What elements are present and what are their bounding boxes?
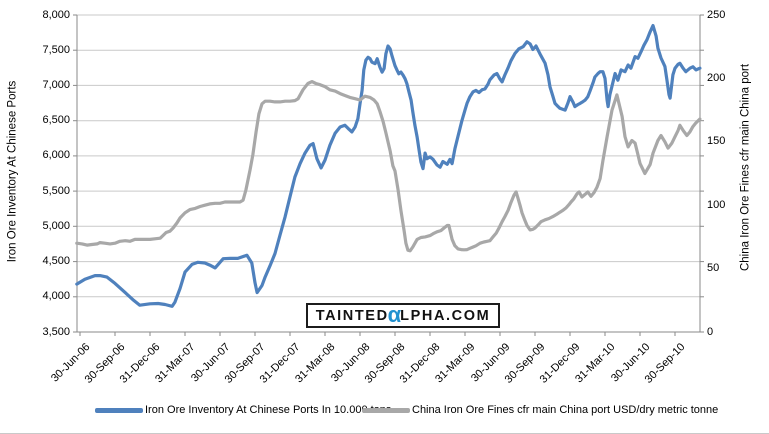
left-axis-tick-label: 5,000 (42, 219, 70, 232)
left-axis-tick-label: 6,000 (42, 149, 70, 162)
watermark: TAINTED α LPHA.COM (306, 303, 500, 328)
left-axis-tick-label: 3,500 (42, 325, 70, 338)
watermark-text-post: LPHA.COM (400, 307, 491, 324)
right-axis-tick-label: 50 (707, 262, 720, 275)
right-axis-title: China Iron Ore Fines cfr main China port (739, 63, 752, 272)
left-axis-tick-label: 7,500 (42, 43, 70, 56)
legend-entry-price: China Iron Ore Fines cfr main China port… (362, 403, 718, 417)
right-axis-tick-label: 150 (707, 135, 726, 148)
right-axis-tick-label: 200 (707, 71, 726, 84)
legend-label-price: China Iron Ore Fines cfr main China port… (412, 404, 719, 416)
right-axis-tick-label: 0 (707, 325, 714, 338)
legend-swatch-inventory (95, 407, 143, 413)
left-axis-tick-label: 7,000 (42, 78, 70, 91)
legend-label-inventory: Iron Ore Inventory At Chinese Ports In 1… (145, 404, 392, 416)
left-axis-tick-label: 4,500 (42, 255, 70, 268)
legend-swatch-price (362, 407, 410, 413)
left-axis-tick-label: 8,000 (42, 8, 70, 21)
legend-entry-inventory: Iron Ore Inventory At Chinese Ports In 1… (95, 403, 391, 417)
left-axis-tick-label: 4,000 (42, 290, 70, 303)
left-axis-tick-label: 5,500 (42, 184, 70, 197)
left-axis-tick-label: 6,500 (42, 114, 70, 127)
watermark-text-pre: TAINTED (315, 307, 389, 324)
right-axis-tick-label: 100 (707, 198, 726, 211)
right-axis-tick-label: 250 (707, 8, 726, 21)
alpha-icon: α (387, 301, 402, 327)
left-axis-title: Iron Ore Inventory At Chinese Ports (6, 80, 19, 263)
